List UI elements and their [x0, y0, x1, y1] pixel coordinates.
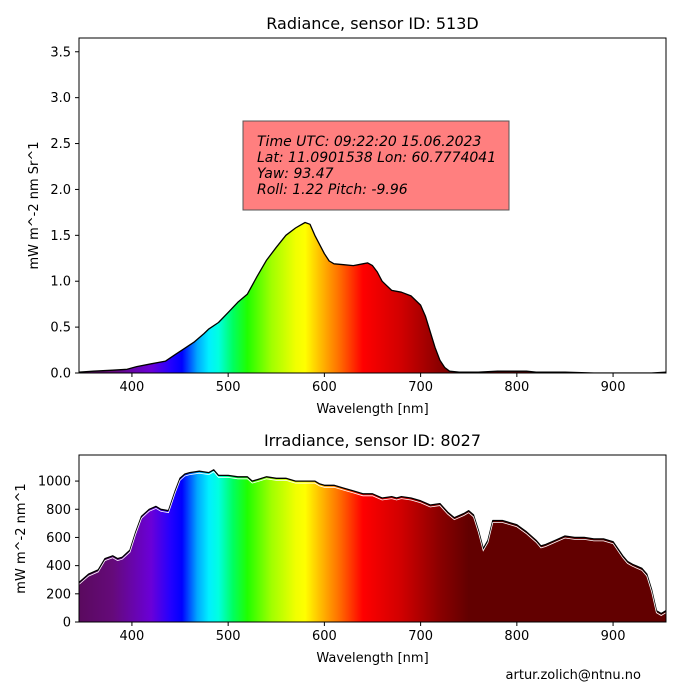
y-tick-label: 3.0 — [50, 91, 71, 106]
y-tick-label: 1.5 — [50, 229, 71, 244]
author-email: artur.zolich@ntnu.no — [505, 668, 641, 683]
y-tick-label: 200 — [46, 587, 71, 602]
axes-frame — [78, 37, 667, 374]
x-tick-label: 900 — [601, 629, 626, 644]
x-axis-label: Wavelength [nm] — [316, 651, 428, 666]
x-tick-label: 800 — [504, 380, 529, 395]
x-tick-label: 600 — [312, 380, 337, 395]
y-tick-label: 1.0 — [50, 275, 71, 290]
chart-title: Irradiance, sensor ID: 8027 — [264, 431, 481, 450]
y-tick-label: 3.5 — [50, 45, 71, 60]
annotation-line: Time UTC: 09:22:20 15.06.2023 — [257, 134, 481, 150]
series-area — [79, 222, 666, 373]
x-tick-label: 700 — [408, 380, 433, 395]
annotation-background — [242, 120, 510, 211]
x-axis-label: Wavelength [nm] — [316, 402, 428, 417]
annotation-line: Lat: 11.0901538 Lon: 60.7774041 — [257, 150, 496, 166]
x-tick-label: 900 — [601, 380, 626, 395]
y-axis-label: mW m^-2 nm Sr^1 — [27, 141, 42, 269]
series-highlight — [79, 471, 666, 616]
x-tick-label: 500 — [216, 380, 241, 395]
x-tick-label: 400 — [120, 380, 145, 395]
x-tick-label: 600 — [312, 629, 337, 644]
y-tick-label: 0.5 — [50, 321, 71, 336]
y-tick-label: 2.5 — [50, 137, 71, 152]
y-tick-label: 1000 — [38, 475, 71, 490]
annotation-line: Roll: 1.22 Pitch: -9.96 — [257, 182, 408, 198]
x-tick-label: 500 — [216, 629, 241, 644]
x-tick-label: 700 — [408, 629, 433, 644]
y-tick-label: 600 — [46, 531, 71, 546]
radiance-plot: 400 500 600 700 800 900 0.0 0.5 1.0 1.5 2.0 2.5 3.0 3… — [27, 14, 667, 417]
y-tick-label: 800 — [46, 503, 71, 518]
y-axis-label: mW m^-2 nm^1 — [14, 483, 29, 593]
chart-title: Radiance, sensor ID: 513D — [266, 14, 478, 33]
irradiance-plot: 400 500 600 700 800 900 0 200 400 600 800 1000 Irrad… — [14, 431, 667, 666]
series-line — [79, 221, 666, 373]
x-tick-label: 800 — [504, 629, 529, 644]
y-tick-label: 2.0 — [50, 183, 71, 198]
series-area — [79, 469, 666, 622]
series-line — [79, 469, 666, 615]
annotation-line: Yaw: 93.47 — [257, 166, 334, 182]
y-tick-label: 0.0 — [50, 367, 71, 382]
y-tick-label: 400 — [46, 559, 71, 574]
x-tick-label: 400 — [120, 629, 145, 644]
y-tick-label: 0 — [63, 616, 71, 631]
axes-frame — [78, 454, 667, 623]
